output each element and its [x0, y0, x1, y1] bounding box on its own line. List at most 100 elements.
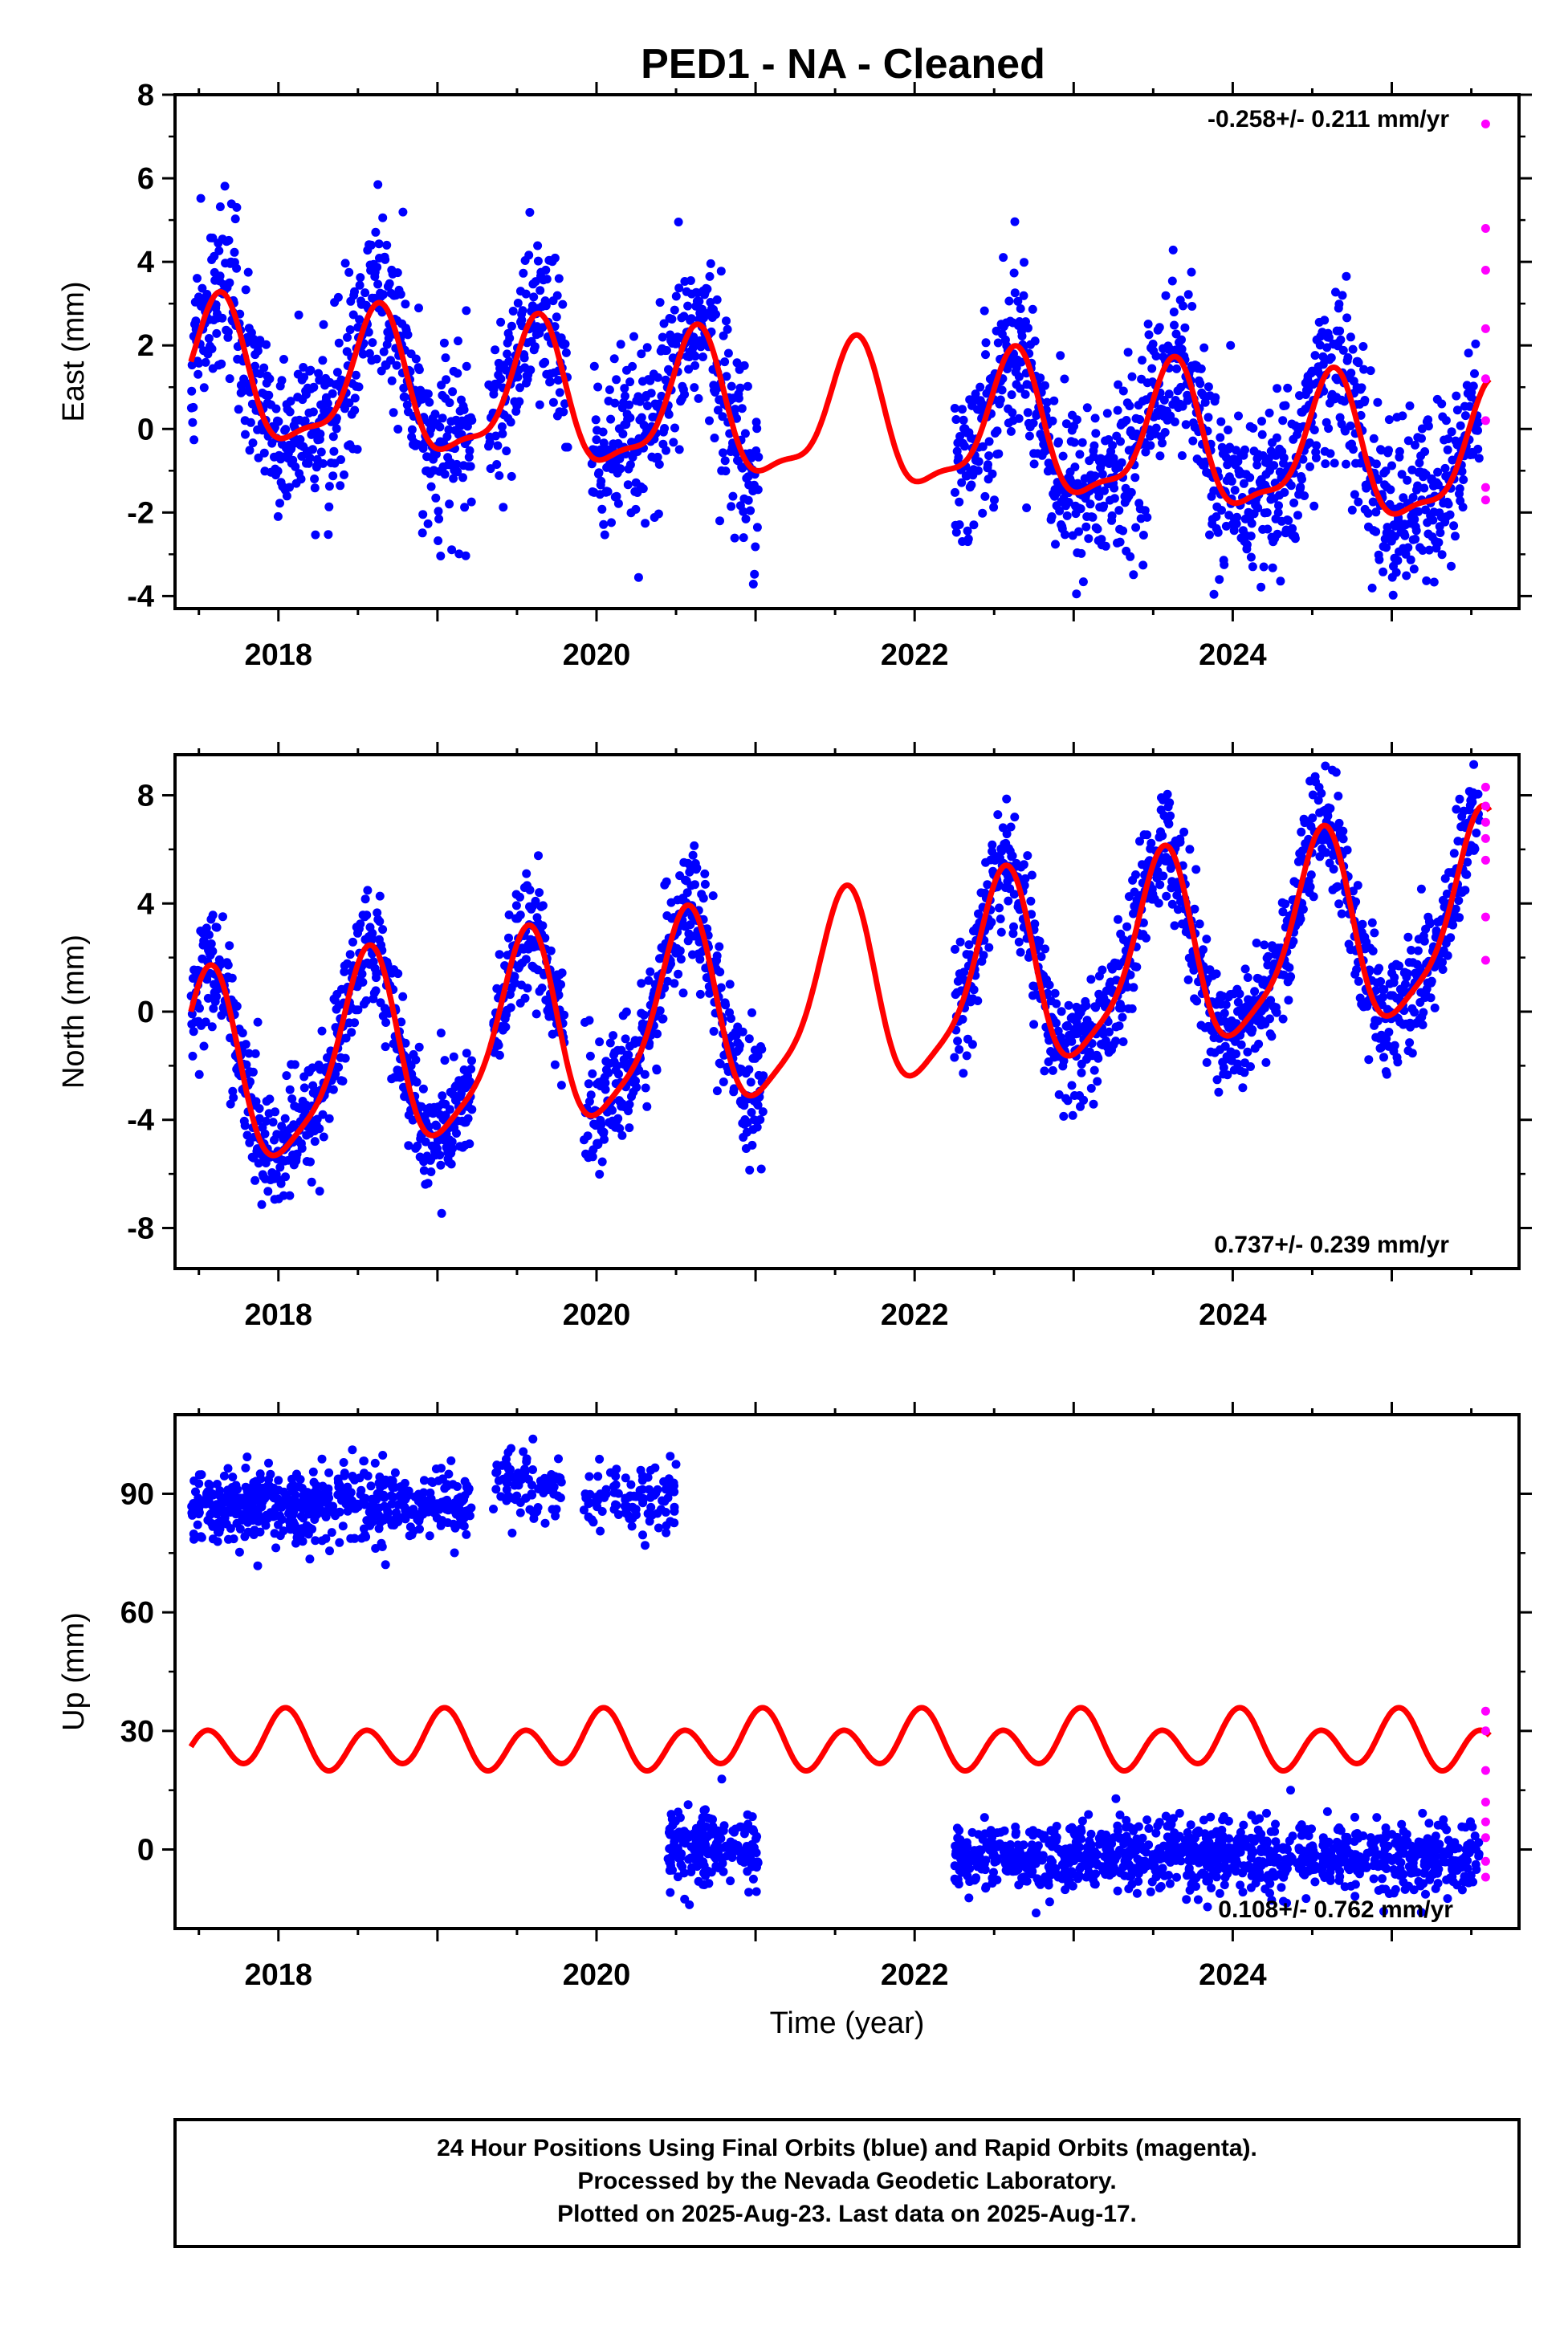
final-orbit-point — [266, 1469, 275, 1479]
final-orbit-point — [461, 551, 470, 560]
final-orbit-point — [214, 1527, 224, 1537]
final-orbit-point — [515, 383, 524, 393]
final-orbit-point — [1276, 576, 1285, 586]
final-orbit-point — [343, 1506, 352, 1516]
final-orbit-point — [1267, 1032, 1277, 1041]
final-orbit-point — [1006, 426, 1016, 436]
final-orbit-point — [1240, 964, 1250, 974]
final-orbit-point — [1079, 1095, 1089, 1105]
final-orbit-point — [259, 363, 269, 373]
final-orbit-point — [1336, 335, 1346, 344]
final-orbit-point — [597, 476, 606, 486]
final-orbit-point — [987, 918, 996, 927]
final-orbit-point — [1211, 393, 1220, 402]
final-orbit-point — [250, 1175, 260, 1185]
north-points — [186, 760, 1484, 1218]
final-orbit-point — [1171, 329, 1181, 339]
final-orbit-point — [1055, 506, 1065, 515]
final-orbit-point — [314, 369, 324, 378]
final-orbit-point — [613, 499, 623, 508]
rapid-orbit-point — [1480, 374, 1490, 384]
final-orbit-point — [1444, 499, 1453, 509]
final-orbit-point — [498, 429, 507, 438]
final-orbit-point — [466, 1065, 476, 1073]
final-orbit-point — [988, 469, 997, 479]
final-orbit-point — [414, 365, 424, 374]
final-orbit-point — [1410, 1008, 1419, 1017]
final-orbit-point — [1131, 870, 1140, 879]
final-orbit-point — [1009, 922, 1018, 931]
final-orbit-point — [1443, 445, 1452, 454]
final-orbit-point — [1247, 519, 1256, 528]
final-orbit-point — [1326, 353, 1336, 363]
final-orbit-point — [401, 299, 410, 309]
final-orbit-point — [542, 275, 552, 284]
final-orbit-point — [1202, 935, 1212, 944]
final-orbit-point — [287, 1511, 296, 1521]
final-orbit-point — [285, 1191, 295, 1200]
final-orbit-point — [1376, 977, 1386, 986]
final-orbit-point — [1460, 411, 1470, 421]
final-orbit-point — [452, 1502, 462, 1512]
final-orbit-point — [268, 1118, 278, 1127]
final-orbit-point — [556, 1081, 566, 1090]
final-orbit-point — [211, 300, 221, 310]
final-orbit-point — [1016, 947, 1025, 957]
rapid-orbit-point — [1480, 833, 1490, 843]
final-orbit-point — [255, 1502, 265, 1512]
final-orbit-point — [560, 1010, 569, 1020]
final-orbit-point — [1286, 972, 1296, 981]
final-orbit-point — [1342, 313, 1352, 323]
final-orbit-point — [378, 925, 388, 935]
final-orbit-point — [1155, 323, 1164, 332]
final-orbit-point — [199, 383, 209, 393]
final-orbit-point — [1334, 792, 1343, 800]
final-orbit-point — [374, 239, 384, 249]
y-tick-label: -8 — [127, 1212, 154, 1245]
final-orbit-point — [528, 1465, 537, 1474]
final-orbit-point — [1020, 258, 1028, 267]
final-orbit-point — [194, 1479, 204, 1489]
final-orbit-point — [599, 519, 609, 529]
final-orbit-point — [225, 941, 234, 951]
y-tick-label: 2 — [137, 329, 154, 363]
final-orbit-point — [513, 373, 523, 382]
final-orbit-point — [495, 950, 504, 959]
final-orbit-point — [1192, 996, 1202, 1006]
final-orbit-point — [378, 213, 388, 222]
final-orbit-point — [216, 1498, 226, 1508]
final-orbit-point — [1168, 245, 1178, 255]
final-orbit-point — [444, 425, 454, 434]
final-orbit-point — [387, 1520, 397, 1530]
final-orbit-point — [705, 271, 715, 281]
final-orbit-point — [505, 333, 515, 343]
final-orbit-point — [1451, 532, 1460, 541]
final-orbit-point — [264, 390, 274, 400]
final-orbit-point — [435, 1151, 445, 1160]
final-orbit-point — [670, 305, 679, 315]
final-orbit-point — [671, 339, 681, 348]
final-orbit-point — [1049, 396, 1059, 405]
final-orbit-point — [365, 348, 374, 358]
final-orbit-point — [750, 569, 760, 579]
final-orbit-point — [525, 208, 535, 217]
final-orbit-point — [1027, 870, 1037, 880]
final-orbit-point — [1297, 827, 1306, 837]
final-orbit-point — [1260, 940, 1269, 950]
final-orbit-point — [1099, 501, 1109, 511]
final-orbit-point — [560, 340, 570, 348]
final-orbit-point — [1472, 829, 1481, 837]
final-orbit-point — [232, 202, 242, 212]
final-orbit-point — [1196, 364, 1206, 373]
final-orbit-point — [431, 493, 441, 503]
final-orbit-point — [723, 348, 733, 358]
final-orbit-point — [1091, 429, 1101, 438]
final-orbit-point — [1170, 320, 1179, 330]
final-orbit-point — [407, 425, 417, 434]
final-orbit-point — [1403, 543, 1413, 552]
final-orbit-point — [1398, 411, 1407, 421]
final-orbit-point — [437, 1497, 446, 1507]
final-orbit-point — [423, 389, 433, 399]
final-orbit-point — [994, 449, 1004, 458]
final-orbit-point — [254, 453, 263, 462]
